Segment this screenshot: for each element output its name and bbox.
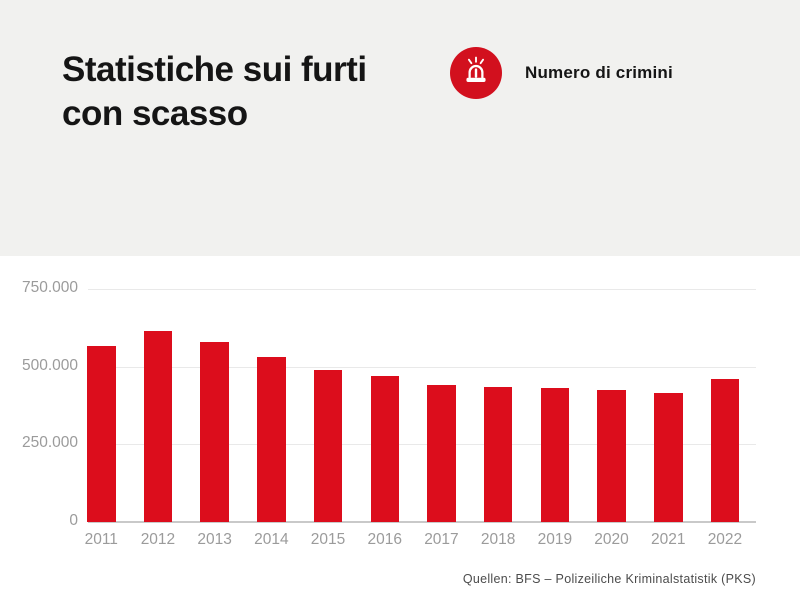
bar-2011 [87,346,116,522]
bar-2018 [483,387,513,522]
gridline-750.000 [88,289,756,290]
siren-icon [459,54,493,93]
y-axis-tick-label: 0 [69,512,78,529]
x-axis-line [88,521,756,523]
x-axis-tick-label-2021: 2021 [651,531,686,548]
header-band [0,0,800,256]
bar-2014 [257,357,286,522]
page-title-line1: Statistiche sui furti [62,50,367,89]
x-axis-tick-label-2011: 2011 [84,531,118,548]
bar-2013 [200,341,229,522]
x-axis-tick-label-2012: 2012 [140,531,176,548]
x-axis-tick-label-2019: 2019 [537,531,573,548]
page-title-line2: con scasso [62,94,248,133]
legend: Numero di crimini [450,47,673,99]
bar-2020 [597,390,626,522]
y-axis-tick-label: 750.000 [21,279,78,296]
bar-2017 [427,385,456,522]
x-axis-tick-label-2022: 2022 [707,531,743,548]
y-axis-tick-label: 250.000 [21,434,78,452]
x-axis-tick-label-2015: 2015 [310,531,346,548]
y-axis-tick-label: 500.000 [21,356,78,374]
legend-badge [450,47,502,99]
page-title: Statistiche sui furti con scasso [62,48,462,136]
legend-label: Numero di crimini [525,63,673,82]
bar-2022 [710,379,740,522]
x-axis-tick-label-2020: 2020 [594,531,629,548]
x-axis-tick-label-2016: 2016 [367,531,402,548]
x-axis-tick-label-2018: 2018 [480,531,516,548]
bar-2012 [143,330,173,522]
bar-2016 [370,375,399,522]
bar-2021 [654,393,683,522]
x-axis-tick-label-2013: 2013 [197,531,232,548]
gridline-250.000 [88,444,756,446]
source-credit: Quellen: BFS – Polizeiliche Kriminalstat… [462,572,756,586]
x-axis-tick-label-2017: 2017 [424,531,459,548]
x-axis-tick-label-2014: 2014 [254,531,289,548]
gridline-500.000 [88,366,756,368]
bar-2019 [540,388,570,522]
bar-2015 [313,369,343,522]
